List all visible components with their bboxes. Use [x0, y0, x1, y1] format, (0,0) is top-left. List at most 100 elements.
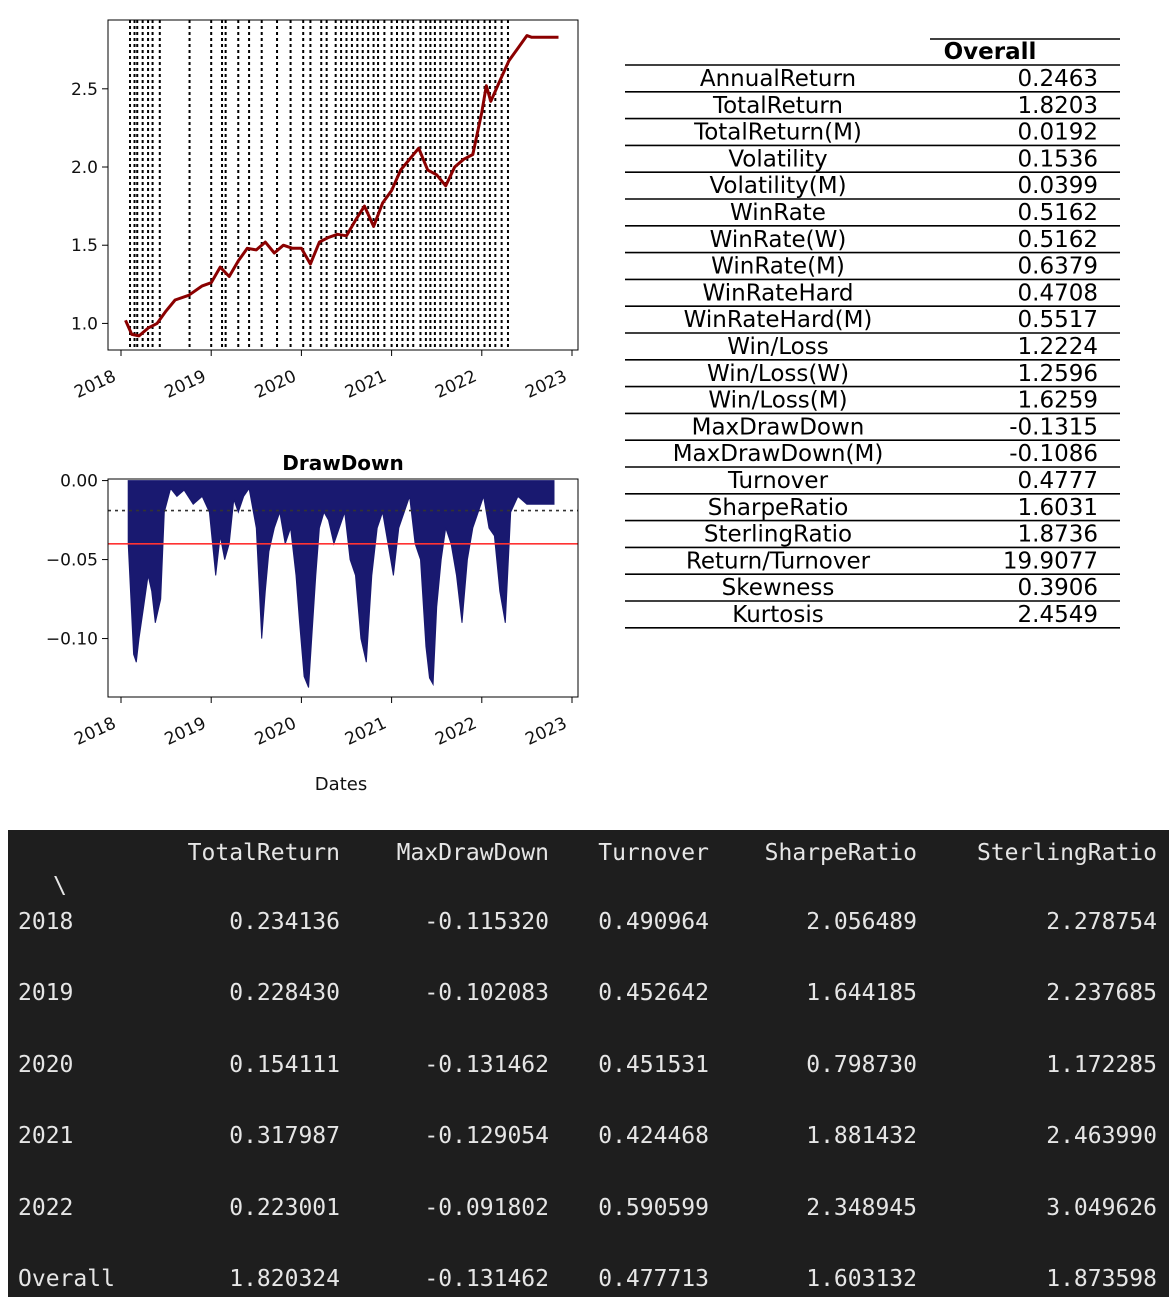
metric-name: TotalReturn(M) — [693, 120, 862, 146]
console-output: TotalReturn MaxDrawDown Turnover SharpeRati… — [8, 830, 1169, 1297]
metric-name: Skewness — [722, 575, 835, 601]
metric-name: SterlingRatio — [704, 522, 852, 548]
metric-name: MaxDrawDown(M) — [673, 441, 884, 467]
y-tick-label: 2.5 — [71, 80, 98, 100]
cell-value: 0.234136 — [229, 909, 340, 935]
metric-value: 1.6031 — [1018, 495, 1098, 521]
metric-value: 1.8736 — [1018, 522, 1098, 548]
metric-value: 1.2224 — [1018, 334, 1098, 360]
metric-name: Win/Loss(W) — [707, 361, 849, 387]
metric-value: 0.0399 — [1018, 173, 1098, 199]
metric-name: Volatility — [728, 146, 827, 172]
cell-value: 0.424468 — [598, 1123, 709, 1150]
x-tick-label: 2018 — [71, 366, 119, 402]
y-tick-label: 0.00 — [60, 472, 98, 492]
cell-value: 1.172285 — [1046, 1051, 1157, 1078]
cell-value: 3.049626 — [1046, 1194, 1157, 1221]
cell-value: 1.603132 — [806, 1266, 917, 1292]
metric-value: -0.1086 — [1009, 441, 1098, 467]
metric-value: 1.2596 — [1018, 361, 1098, 387]
x-tick-label: 2020 — [252, 713, 300, 749]
metric-value: 0.5162 — [1018, 227, 1098, 253]
y-tick-label: −0.05 — [46, 551, 98, 571]
x-tick-label: 2019 — [162, 366, 210, 402]
drawdown-title: DrawDown — [282, 451, 404, 475]
metric-name: Return/Turnover — [686, 548, 871, 574]
cell-value: 0.451531 — [598, 1051, 709, 1078]
metric-name: Win/Loss — [727, 334, 828, 360]
drawdown-area — [127, 480, 555, 688]
metric-name: WinRateHard — [703, 280, 854, 306]
metric-value: 19.9077 — [1003, 548, 1098, 574]
cell-value: -0.129054 — [424, 1123, 549, 1150]
metric-value: 0.5162 — [1018, 200, 1098, 226]
cell-value: 0.317987 — [229, 1123, 340, 1150]
cell-value: 0.798730 — [806, 1051, 917, 1078]
report-figure: 1.0 1.5 2.0 2.5 2018 2019 2020 2021 2022 2023 Draw… — [45, 19, 1120, 795]
cell-value: 1.644185 — [806, 980, 917, 1007]
metric-value: 0.4777 — [1018, 468, 1098, 494]
row-label: Overall — [18, 1266, 115, 1292]
cell-value: 1.820324 — [229, 1266, 340, 1292]
metric-name: WinRate(M) — [711, 254, 845, 280]
cell-value: 0.154111 — [229, 1051, 340, 1078]
x-tick-label: 2021 — [342, 366, 390, 402]
x-tick-label: 2022 — [432, 366, 480, 402]
metric-value: 0.0192 — [1018, 120, 1098, 146]
metric-value: 1.6259 — [1018, 388, 1098, 414]
y-tick-label: 1.5 — [71, 236, 98, 256]
cell-value: 2.237685 — [1046, 980, 1157, 1007]
column-header: TotalReturn — [187, 840, 340, 866]
y-tick-label: 1.0 — [71, 314, 98, 334]
drawdown-plot-frame — [107, 478, 579, 698]
cell-value: -0.115320 — [424, 909, 549, 935]
metric-value: -0.1315 — [1009, 414, 1098, 440]
equity-plot-frame — [107, 19, 579, 351]
metric-name: SharpeRatio — [708, 495, 849, 521]
metric-value: 1.8203 — [1018, 93, 1098, 119]
column-header: Turnover — [598, 840, 709, 866]
cell-value: 0.228430 — [229, 980, 340, 1007]
metrics-table: Overall AnnualReturn 0.2463 TotalReturn 1.82… — [625, 38, 1120, 629]
x-tick-label: 2023 — [522, 366, 570, 402]
metric-name: Turnover — [727, 468, 829, 494]
cell-value: -0.131462 — [424, 1051, 549, 1078]
x-axis-label: Dates — [315, 774, 367, 795]
cell-value: -0.102083 — [424, 980, 549, 1007]
cell-value: 0.452642 — [598, 980, 709, 1007]
table-header: Overall — [944, 39, 1037, 65]
y-tick-label: −0.10 — [46, 630, 98, 650]
metric-name: Kurtosis — [732, 602, 823, 628]
row-label: 2019 — [18, 980, 74, 1007]
metric-name: WinRate(W) — [710, 227, 847, 253]
equity-line — [124, 34, 559, 338]
x-tick-label: 2019 — [162, 713, 210, 749]
metric-value: 0.6379 — [1018, 254, 1098, 280]
metric-name: TotalReturn — [712, 93, 843, 119]
metric-name: Win/Loss(M) — [708, 388, 847, 414]
charts-panel: 1.0 1.5 2.0 2.5 2018 2019 2020 2021 2022 2023 Draw… — [46, 19, 579, 795]
x-tick-label: 2020 — [252, 366, 300, 402]
metric-name: Volatility(M) — [709, 173, 846, 199]
cell-value: 0.223001 — [229, 1194, 340, 1221]
metric-value: 0.4708 — [1018, 280, 1098, 306]
x-tick-label: 2021 — [342, 713, 390, 749]
x-tick-label: 2023 — [522, 713, 570, 749]
metric-value: 0.5517 — [1018, 307, 1098, 333]
cell-value: 2.056489 — [806, 909, 917, 935]
metric-name: WinRateHard(M) — [684, 307, 873, 333]
cell-value: 2.463990 — [1046, 1123, 1157, 1150]
row-label: 2021 — [18, 1123, 74, 1150]
row-label: 2022 — [18, 1194, 74, 1221]
cell-value: 2.348945 — [806, 1194, 917, 1221]
cell-value: 0.477713 — [598, 1266, 709, 1292]
row-label: 2020 — [18, 1051, 74, 1078]
metric-value: 0.1536 — [1018, 146, 1098, 172]
metric-name: MaxDrawDown — [692, 414, 865, 440]
column-header: MaxDrawDown — [396, 840, 549, 866]
y-tick-label: 2.0 — [71, 158, 98, 178]
metric-name: AnnualReturn — [700, 66, 856, 92]
cell-value: 0.490964 — [598, 909, 709, 935]
row-label: 2018 — [18, 909, 74, 935]
metric-value: 0.3906 — [1018, 575, 1098, 601]
